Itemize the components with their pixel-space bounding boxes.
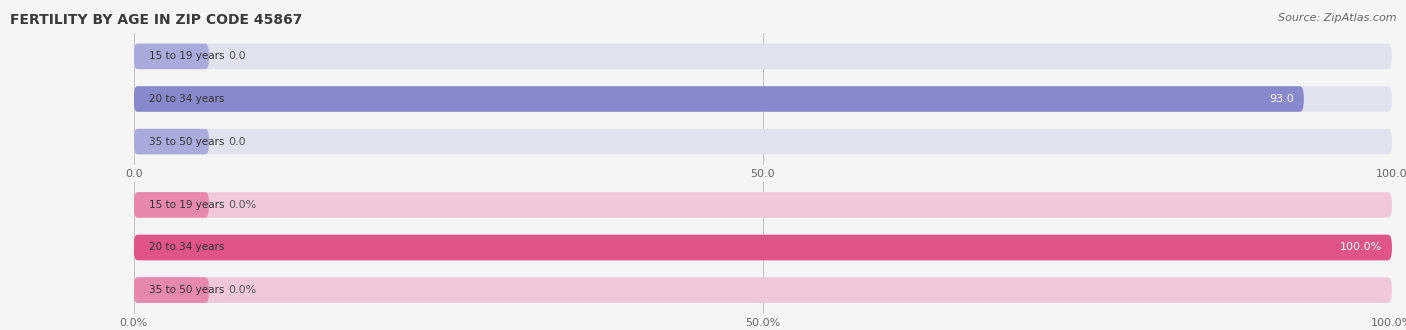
Text: 0.0: 0.0 bbox=[228, 137, 246, 147]
FancyBboxPatch shape bbox=[134, 235, 1392, 260]
FancyBboxPatch shape bbox=[134, 86, 1392, 112]
FancyBboxPatch shape bbox=[134, 235, 1392, 260]
Text: 20 to 34 years: 20 to 34 years bbox=[149, 243, 224, 252]
FancyBboxPatch shape bbox=[134, 129, 209, 154]
Text: 35 to 50 years: 35 to 50 years bbox=[149, 285, 224, 295]
Text: 0.0%: 0.0% bbox=[228, 200, 256, 210]
FancyBboxPatch shape bbox=[134, 44, 1392, 69]
FancyBboxPatch shape bbox=[134, 44, 209, 69]
Text: 93.0: 93.0 bbox=[1270, 94, 1294, 104]
FancyBboxPatch shape bbox=[134, 192, 1392, 218]
Text: 15 to 19 years: 15 to 19 years bbox=[149, 51, 224, 61]
Text: 20 to 34 years: 20 to 34 years bbox=[149, 94, 224, 104]
Text: 0.0%: 0.0% bbox=[228, 285, 256, 295]
FancyBboxPatch shape bbox=[134, 277, 209, 303]
FancyBboxPatch shape bbox=[134, 277, 1392, 303]
Text: 0.0: 0.0 bbox=[228, 51, 246, 61]
Text: FERTILITY BY AGE IN ZIP CODE 45867: FERTILITY BY AGE IN ZIP CODE 45867 bbox=[10, 13, 302, 27]
Text: Source: ZipAtlas.com: Source: ZipAtlas.com bbox=[1278, 13, 1396, 23]
FancyBboxPatch shape bbox=[134, 86, 1303, 112]
Text: 35 to 50 years: 35 to 50 years bbox=[149, 137, 224, 147]
Text: 100.0%: 100.0% bbox=[1340, 243, 1382, 252]
Text: 15 to 19 years: 15 to 19 years bbox=[149, 200, 224, 210]
FancyBboxPatch shape bbox=[134, 192, 209, 218]
FancyBboxPatch shape bbox=[134, 129, 1392, 154]
